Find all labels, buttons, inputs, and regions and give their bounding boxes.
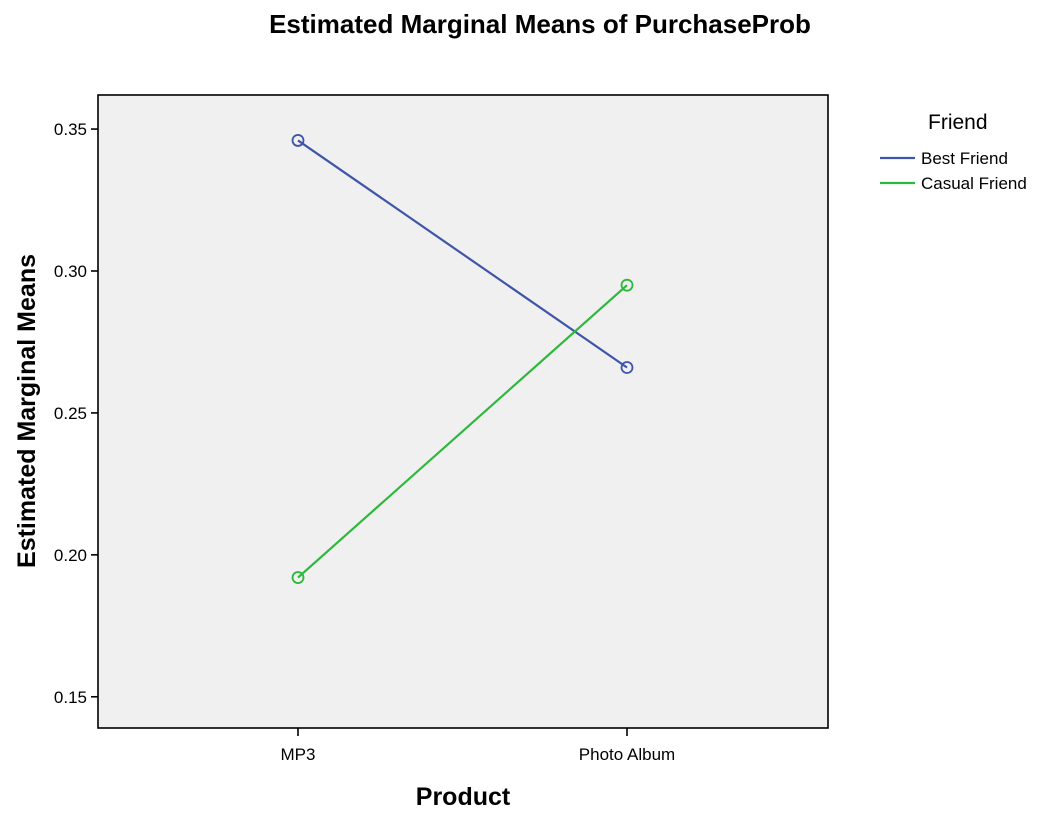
x-axis: MP3 Photo Album <box>281 728 675 764</box>
legend: Friend Best Friend Casual Friend <box>880 111 1027 193</box>
y-tick-label: 0.15 <box>54 688 87 707</box>
series-1-point-1 <box>291 134 305 147</box>
legend-items: Best Friend Casual Friend <box>880 149 1027 193</box>
y-tick-label: 0.25 <box>54 404 87 423</box>
legend-label-2: Casual Friend <box>921 174 1027 193</box>
y-tick-label: 0.20 <box>54 546 87 565</box>
y-tick-label: 0.30 <box>54 262 87 281</box>
legend-title: Friend <box>928 111 988 134</box>
x-tick-label: MP3 <box>281 745 316 764</box>
series-2-point-2 <box>620 278 634 292</box>
series-line-1 <box>297 139 628 369</box>
series-1-point-2 <box>620 361 634 374</box>
chart-title: Estimated Marginal Means of PurchaseProb <box>269 9 811 39</box>
plot-area <box>97 94 829 729</box>
y-tick-label: 0.35 <box>54 120 87 139</box>
legend-label-1: Best Friend <box>921 149 1008 168</box>
series-2-point-1 <box>291 571 305 584</box>
y-axis: 0.15 0.20 0.25 0.30 0.35 <box>54 120 98 707</box>
y-axis-label: Estimated Marginal Means <box>13 254 41 568</box>
x-axis-label: Product <box>416 783 511 811</box>
x-tick-label: Photo Album <box>579 745 675 764</box>
series-layer <box>291 134 634 584</box>
series-line-2 <box>297 284 628 579</box>
